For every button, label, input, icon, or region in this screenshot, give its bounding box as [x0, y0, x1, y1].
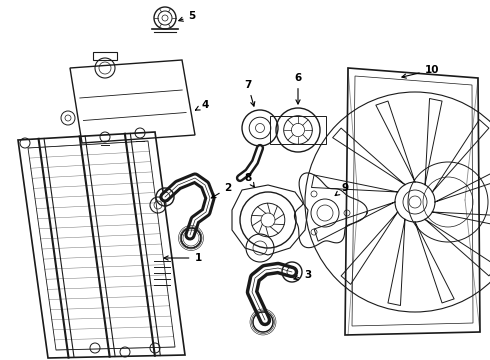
Text: 1: 1: [164, 253, 201, 263]
Text: 10: 10: [402, 65, 439, 78]
Text: 6: 6: [294, 73, 302, 104]
Text: 2: 2: [212, 183, 232, 198]
Text: 7: 7: [245, 80, 255, 106]
Text: 8: 8: [245, 173, 254, 187]
Text: 4: 4: [196, 100, 209, 110]
Text: 9: 9: [335, 183, 348, 195]
Bar: [93, 52, 117, 60]
Bar: [270, 116, 326, 144]
Text: 3: 3: [294, 270, 312, 280]
Text: 5: 5: [179, 11, 196, 21]
